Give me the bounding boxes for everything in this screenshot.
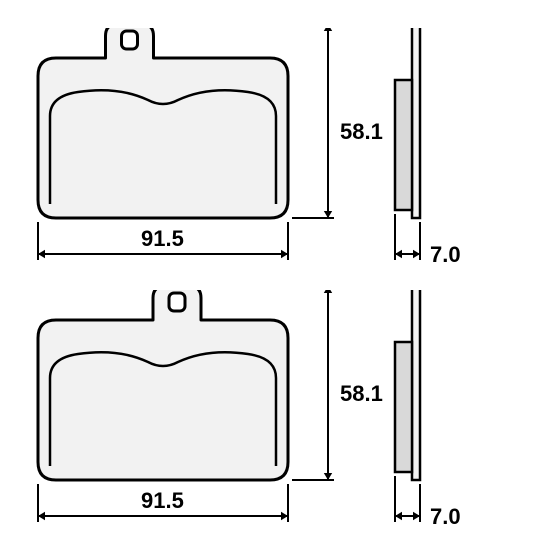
width-dimension-label: 91.5 [141,226,184,252]
thickness-dimension-label: 7.0 [430,242,461,268]
width-dimension-label: 91.5 [141,488,184,514]
thickness-dimension-label: 7.0 [430,504,461,530]
brake-pad-diagram-1: 91.5 58.1 7.0 [0,290,533,540]
height-dimension-label: 58.1 [340,119,383,145]
height-dimension-label: 58.1 [340,381,383,407]
brake-pad-diagram-0: 91.5 58.1 7.0 [0,28,533,278]
